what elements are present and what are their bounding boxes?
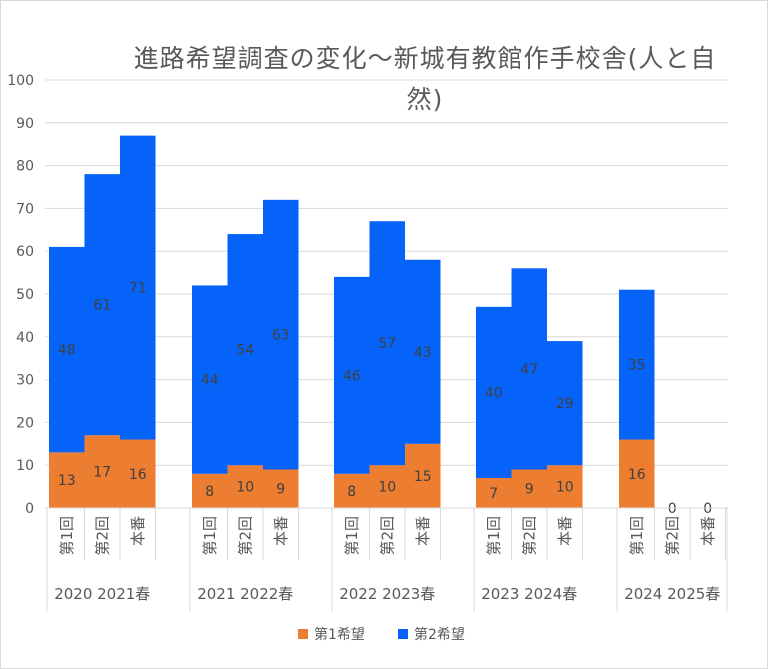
data-label: 8 <box>347 484 356 500</box>
data-label: 29 <box>556 396 574 412</box>
x-category-label: 本番 <box>699 516 717 546</box>
bar-segment <box>84 174 120 436</box>
data-label: 16 <box>628 467 646 483</box>
x-category-label: 第2回 <box>236 516 254 556</box>
data-label: 9 <box>276 482 285 498</box>
bar-segment <box>49 452 85 508</box>
x-category-label: 第2回 <box>520 516 538 556</box>
bar-segment <box>227 465 263 508</box>
y-tick-label: 20 <box>16 415 34 431</box>
data-label: 8 <box>205 484 214 500</box>
bar-segment <box>334 276 370 474</box>
data-label: 0 <box>703 501 712 517</box>
legend-label-series-1: 第1希望 <box>314 627 365 643</box>
x-group-label: 2020 2021春 <box>54 585 150 603</box>
bar-segment <box>511 268 547 470</box>
x-category-label: 第1回 <box>343 516 361 556</box>
bar-segment <box>120 439 156 508</box>
bar-segment <box>49 246 85 453</box>
bar-segment <box>192 473 228 508</box>
y-tick-label: 100 <box>7 73 34 89</box>
legend-swatch-series-2 <box>398 629 408 639</box>
x-category-label: 第2回 <box>663 516 681 556</box>
data-label: 57 <box>378 336 396 352</box>
x-group-label: 2023 2024春 <box>481 585 577 603</box>
legend-label-series-2: 第2希望 <box>414 627 465 643</box>
bar-segment <box>619 289 655 440</box>
y-tick-label: 50 <box>16 287 34 303</box>
x-category-label: 第2回 <box>378 516 396 556</box>
bar-segment <box>547 465 583 508</box>
bar-segment <box>192 285 228 474</box>
data-label: 10 <box>378 480 396 496</box>
bar-segment <box>369 465 405 508</box>
x-group-label: 2024 2025春 <box>624 585 720 603</box>
bar-segment <box>334 473 370 508</box>
y-tick-label: 60 <box>16 244 34 260</box>
bar-segment <box>120 135 156 440</box>
bar-segment <box>263 469 299 508</box>
bar-segment <box>263 199 299 470</box>
x-category-label: 本番 <box>556 516 574 546</box>
bar-segment <box>511 469 547 508</box>
data-label: 35 <box>628 358 646 374</box>
data-label: 47 <box>520 362 538 378</box>
y-tick-label: 70 <box>16 201 34 217</box>
data-label: 63 <box>272 328 290 344</box>
bar-segment <box>405 259 441 444</box>
data-label: 13 <box>58 473 76 489</box>
bar-segment <box>476 306 512 479</box>
data-label: 54 <box>236 343 254 359</box>
x-category-label: 第1回 <box>58 516 76 556</box>
data-label: 17 <box>93 465 111 481</box>
legend-item-series-2: 第2希望 <box>398 622 465 646</box>
x-category-label: 本番 <box>414 516 432 546</box>
y-tick-label: 40 <box>16 330 34 346</box>
data-label: 9 <box>525 482 534 498</box>
x-category-label: 第1回 <box>485 516 503 556</box>
bar-segment <box>547 341 583 466</box>
data-label: 7 <box>489 486 498 502</box>
x-category-label: 本番 <box>129 516 147 546</box>
x-group-label: 2022 2023春 <box>339 585 435 603</box>
data-label: 71 <box>129 281 147 297</box>
bar-segment <box>84 435 120 508</box>
x-category-label: 第1回 <box>201 516 219 556</box>
x-category-label: 第1回 <box>628 516 646 556</box>
bar-segment <box>227 234 263 466</box>
chart-title: 進路希望調査の変化～新城有教館作手校舎(人と自然) <box>133 44 717 114</box>
data-label: 43 <box>414 345 432 361</box>
x-group-label: 2021 2022春 <box>197 585 293 603</box>
bar-segment <box>405 443 441 508</box>
bar-segment <box>619 439 655 508</box>
y-tick-label: 0 <box>25 501 34 517</box>
x-category-label: 第2回 <box>93 516 111 556</box>
x-category-label: 本番 <box>272 516 290 546</box>
y-tick-label: 90 <box>16 116 34 132</box>
data-label: 0 <box>668 501 677 517</box>
y-tick-label: 80 <box>16 159 34 175</box>
data-label: 48 <box>58 343 76 359</box>
legend-swatch-series-1 <box>298 629 308 639</box>
y-tick-label: 30 <box>16 373 34 389</box>
legend-item-series-1: 第1希望 <box>298 622 365 646</box>
data-label: 61 <box>93 298 111 314</box>
data-label: 16 <box>129 467 147 483</box>
bar-segment <box>476 478 512 508</box>
data-label: 40 <box>485 385 503 401</box>
data-label: 10 <box>236 480 254 496</box>
y-tick-label: 10 <box>16 458 34 474</box>
data-label: 15 <box>414 469 432 485</box>
data-label: 44 <box>201 373 219 389</box>
data-label: 46 <box>343 368 361 384</box>
data-label: 10 <box>556 480 574 496</box>
bar-segment <box>369 221 405 466</box>
